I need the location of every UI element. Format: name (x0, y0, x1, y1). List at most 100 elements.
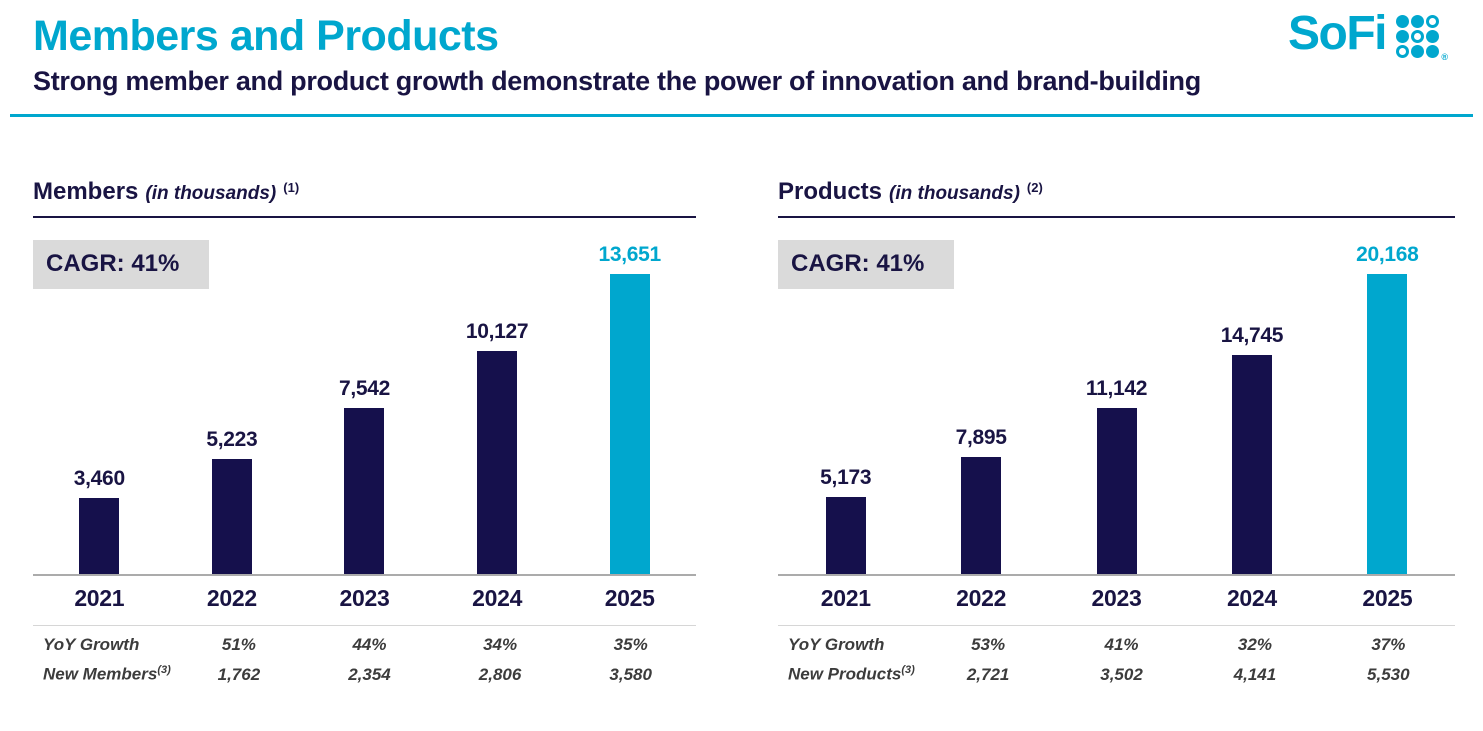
chart-header-divider (33, 216, 696, 218)
bar-column: 10,127 (431, 218, 564, 574)
logo-dot-filled (1396, 15, 1409, 28)
header-divider (10, 114, 1473, 117)
x-axis-tick-label: 2024 (472, 585, 523, 611)
cagr-badge: CAGR: 41% (778, 240, 955, 289)
table-cell: 4,141 (1233, 664, 1277, 684)
table-row-label: YoY Growth (788, 635, 885, 654)
bar-column: 5,223 (166, 218, 299, 574)
table-cell: 3,502 (1100, 664, 1143, 684)
bar (1096, 408, 1137, 574)
x-axis-tick-label: 2021 (820, 585, 871, 611)
bar-value-label: 14,745 (1220, 324, 1284, 347)
x-axis-tick-label: 2022 (206, 585, 257, 611)
logo-dot-filled (1411, 45, 1424, 58)
table-cell: 1,762 (217, 664, 261, 684)
members-stats-table: YoY Growth 51% 44% 34% 35% New Members(3) 1,76… (33, 626, 696, 693)
cagr-badge: CAGR: 41% (33, 240, 210, 289)
logo-dot-filled (1396, 30, 1409, 43)
bar (825, 497, 866, 574)
bar-value-label: 7,542 (338, 377, 391, 400)
bar-value-label: 5,173 (820, 466, 872, 489)
logo-dot-outline (1411, 30, 1424, 43)
x-axis-tick-label: 2025 (604, 585, 655, 611)
registered-trademark-symbol: ® (1441, 52, 1448, 62)
x-axis-tick-label: 2025 (1362, 585, 1413, 611)
bar (1367, 274, 1408, 574)
table-cell: 2,354 (348, 664, 391, 684)
bar-value-label: 20,168 (1356, 243, 1419, 266)
bar-column: 5,173 (778, 218, 913, 574)
table-cell: 53% (971, 635, 1006, 654)
bar (961, 457, 1002, 574)
bar-column: 13,651 (563, 218, 696, 574)
x-axis-tick-label: 2022 (956, 585, 1007, 611)
x-axis-tick-label: 2023 (1091, 585, 1142, 611)
bar-value-label: 3,460 (73, 467, 125, 490)
bar (211, 459, 252, 574)
logo-dot-outline (1396, 45, 1409, 58)
table-cell: 37% (1371, 635, 1406, 654)
bar-value-label: 5,223 (206, 428, 258, 451)
bar-column: 7,895 (913, 218, 1048, 574)
table-row-label-footnote: (3) (157, 664, 171, 676)
table-cell: 3,580 (609, 664, 652, 684)
table-row-label-footnote: (3) (901, 664, 915, 676)
bar-value-label: 13,651 (598, 243, 661, 266)
bar-column: 20,168 (1320, 218, 1455, 574)
bar-column: 14,745 (1184, 218, 1319, 574)
table-row: New Members(3) 1,762 2,354 2,806 3,580 (33, 664, 696, 693)
logo-dot-filled (1426, 45, 1439, 58)
table-row: YoY Growth 53% 41% 32% 37% (778, 635, 1455, 664)
sofi-logo-text: SoFi (1288, 7, 1388, 60)
products-bar-chart: CAGR: 41% 5,173 7,895 11,142 14,745 20,168 (778, 218, 1455, 574)
chart-header-divider (778, 216, 1455, 218)
members-chart-panel: Members (in thousands) (1) CAGR: 41% 3,4… (33, 178, 696, 693)
bars-area: 3,460 5,223 7,542 10,127 13,651 (33, 218, 696, 574)
bars-area: 5,173 7,895 11,142 14,745 20,168 (778, 218, 1455, 574)
bar-column: 3,460 (33, 218, 166, 574)
logo-dot-filled (1411, 15, 1424, 28)
products-stats-table: YoY Growth 53% 41% 32% 37% New Products(3) 2,7… (778, 626, 1455, 693)
chart-footnote-ref: (2) (1026, 180, 1043, 195)
x-axis-tick-label: 2024 (1226, 585, 1277, 611)
table-divider (778, 625, 1455, 626)
members-chart-header: Members (in thousands) (1) (33, 178, 696, 210)
bar-column: 7,542 (298, 218, 431, 574)
bar (344, 408, 385, 574)
logo-dot-filled (1426, 30, 1439, 43)
page-subtitle: Strong member and product growth demonst… (33, 66, 1201, 96)
page-title: Members and Products (33, 12, 499, 60)
table-row: New Products(3) 2,721 3,502 4,141 5,530 (778, 664, 1455, 693)
table-divider (33, 625, 696, 626)
x-axis-tick-label: 2021 (74, 585, 125, 611)
table-cell: 2,721 (966, 664, 1010, 684)
table-cell: 32% (1237, 635, 1272, 654)
table-row-label: YoY Growth (43, 635, 140, 654)
table-cell: 44% (352, 635, 387, 654)
bar (477, 351, 518, 574)
bar (79, 498, 120, 574)
bar-value-label: 10,127 (465, 320, 529, 343)
bar-column: 11,142 (1049, 218, 1184, 574)
chart-title: Members (33, 178, 139, 205)
sofi-logo-dots-icon: ® (1396, 15, 1448, 62)
table-cell: 41% (1104, 635, 1139, 654)
logo-dot-outline (1426, 15, 1439, 28)
table-row: YoY Growth 51% 44% 34% 35% (33, 635, 696, 664)
x-axis-labels: 2021 2022 2023 2024 2025 (778, 576, 1455, 612)
chart-unit-label: (in thousands) (889, 183, 1020, 204)
bar (609, 274, 650, 574)
products-chart-panel: Products (in thousands) (2) CAGR: 41% 5,… (778, 178, 1455, 693)
chart-footnote-ref: (1) (283, 180, 300, 195)
bar-value-label: 11,142 (1085, 377, 1148, 400)
chart-unit-label: (in thousands) (145, 183, 277, 204)
chart-title: Products (778, 178, 883, 205)
x-axis-labels: 2021 2022 2023 2024 2025 (33, 576, 696, 612)
x-axis-line (778, 574, 1455, 576)
x-axis-line (33, 574, 696, 576)
members-bar-chart: CAGR: 41% 3,460 5,223 7,542 10,127 13,651 (33, 218, 696, 574)
table-cell: 51% (221, 635, 256, 654)
table-row-label: New Products(3) (788, 664, 915, 684)
bar (1231, 355, 1272, 574)
